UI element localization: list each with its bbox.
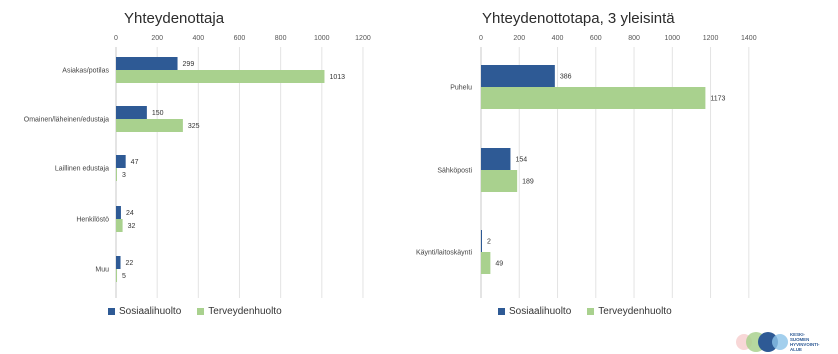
- x-tick-label: 1000: [314, 35, 330, 42]
- data-label: 2: [487, 239, 491, 246]
- data-label: 3: [122, 172, 126, 179]
- data-label: 47: [131, 159, 139, 166]
- category-label: Käynti/laitoskäynti: [416, 250, 472, 257]
- data-label: 299: [183, 61, 195, 68]
- legend-label-sosiaalihuolto: Sosiaalihuolto: [119, 306, 182, 317]
- chart2-title: Yhteydenottotapa, 3 yleisintä: [482, 10, 675, 27]
- x-tick-label: 200: [513, 35, 525, 42]
- legend-swatch-sosiaalihuolto: [108, 308, 115, 315]
- data-label: 32: [128, 223, 136, 230]
- legend-label-sosiaalihuolto: Sosiaalihuolto: [509, 306, 572, 317]
- x-tick-label: 1200: [703, 35, 719, 42]
- category-label: Muu: [95, 267, 109, 274]
- x-tick-label: 1400: [741, 35, 757, 42]
- bar-terveydenhuolto: [481, 87, 706, 109]
- x-tick-label: 600: [590, 35, 602, 42]
- svg-text:HYVINVOINTI-: HYVINVOINTI-: [790, 342, 820, 347]
- x-tick-label: 0: [479, 35, 483, 42]
- x-tick-label: 800: [275, 35, 287, 42]
- svg-text:ALUE: ALUE: [790, 347, 802, 352]
- data-label: 5: [122, 273, 126, 280]
- bar-sosiaalihuolto: [116, 106, 147, 119]
- bar-sosiaalihuolto: [116, 155, 126, 168]
- category-label: Henkilöstö: [76, 217, 109, 224]
- x-tick-label: 800: [628, 35, 640, 42]
- x-tick-label: 0: [114, 35, 118, 42]
- chart1-title: Yhteydenottaja: [124, 10, 225, 27]
- data-label: 24: [126, 210, 134, 217]
- legend-item-terveydenhuolto: Terveydenhuolto: [197, 306, 282, 317]
- bar-sosiaalihuolto: [481, 65, 555, 87]
- bar-terveydenhuolto: [116, 70, 325, 83]
- x-tick-label: 400: [192, 35, 204, 42]
- legend-item-sosiaalihuolto: Sosiaalihuolto: [108, 306, 181, 317]
- organization-logo: KESKI- SUOMEN HYVINVOINTI- ALUE: [736, 332, 820, 352]
- svg-text:KESKI-: KESKI-: [790, 332, 805, 337]
- bar-terveydenhuolto: [481, 252, 491, 274]
- bar-terveydenhuolto: [116, 219, 123, 232]
- bar-sosiaalihuolto: [116, 57, 178, 70]
- legend-label-terveydenhuolto: Terveydenhuolto: [208, 306, 282, 317]
- bar-sosiaalihuolto: [481, 230, 482, 252]
- bar-terveydenhuolto: [116, 269, 118, 282]
- x-tick-label: 1200: [355, 35, 371, 42]
- data-label: 325: [188, 123, 200, 130]
- data-label: 1173: [710, 96, 725, 103]
- category-label: Omainen/läheinen/edustaja: [24, 117, 109, 124]
- bar-terveydenhuolto: [116, 168, 117, 181]
- category-label: Puhelu: [450, 85, 472, 92]
- bar-sosiaalihuolto: [481, 148, 511, 170]
- category-label: Laillinen edustaja: [55, 166, 109, 173]
- x-tick-label: 200: [151, 35, 163, 42]
- chart1-legend: Sosiaalihuolto Terveydenhuolto: [108, 306, 282, 317]
- svg-text:SUOMEN: SUOMEN: [790, 337, 809, 342]
- data-label: 189: [522, 179, 534, 186]
- bar-sosiaalihuolto: [116, 256, 121, 269]
- data-label: 150: [152, 110, 164, 117]
- x-tick-label: 400: [552, 35, 564, 42]
- x-tick-label: 1000: [665, 35, 681, 42]
- legend-item-sosiaalihuolto: Sosiaalihuolto: [498, 306, 571, 317]
- bar-terveydenhuolto: [481, 170, 518, 192]
- chart2-legend: Sosiaalihuolto Terveydenhuolto: [498, 306, 672, 317]
- data-label: 386: [560, 74, 572, 81]
- data-label: 1013: [329, 74, 345, 81]
- category-label: Sähköposti: [437, 168, 472, 175]
- legend-item-terveydenhuolto: Terveydenhuolto: [587, 306, 672, 317]
- data-label: 49: [495, 261, 503, 268]
- bar-terveydenhuolto: [116, 119, 183, 132]
- data-label: 154: [515, 157, 527, 164]
- legend-swatch-terveydenhuolto: [587, 308, 595, 315]
- legend-label-terveydenhuolto: Terveydenhuolto: [598, 306, 672, 317]
- legend-swatch-terveydenhuolto: [197, 308, 205, 315]
- data-label: 22: [126, 260, 134, 267]
- legend-swatch-sosiaalihuolto: [498, 308, 505, 315]
- x-tick-label: 600: [234, 35, 246, 42]
- category-label: Asiakas/potilas: [62, 68, 109, 75]
- bar-sosiaalihuolto: [116, 206, 121, 219]
